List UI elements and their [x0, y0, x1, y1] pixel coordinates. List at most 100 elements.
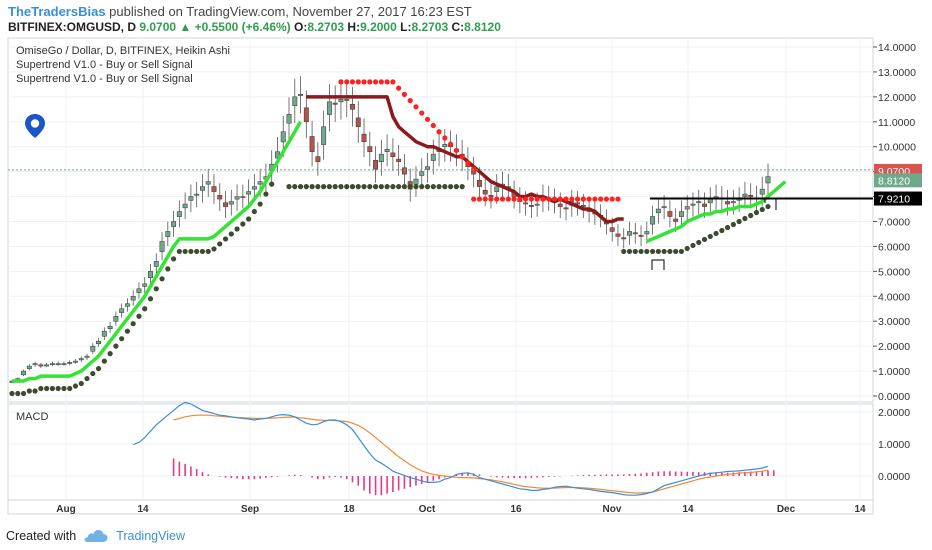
supertrend-dot [361, 184, 367, 190]
indicator-label-1[interactable]: Supertrend V1.0 - Buy or Sell Signal [16, 59, 193, 71]
supertrend-dot [72, 383, 79, 389]
supertrend-dot [471, 196, 477, 202]
candle-body [49, 363, 55, 366]
supertrend-dot [430, 184, 436, 190]
supertrend-dot [569, 196, 575, 202]
candle-body [650, 216, 656, 225]
price-tick-label: 3.0000 [878, 316, 910, 328]
candle-body [494, 186, 500, 192]
open-value: 8.2703 [307, 20, 345, 34]
candle-body [44, 364, 50, 367]
price-tick-label: 14.0000 [878, 42, 916, 54]
supertrend-dot [61, 385, 67, 392]
supertrend-dot [9, 390, 15, 397]
supertrend-dot [644, 248, 650, 255]
candle-body [176, 211, 182, 217]
candle-body [199, 186, 205, 191]
supertrend-dot [511, 196, 517, 202]
price-tick-label: 12.0000 [878, 92, 916, 104]
candle-body [442, 143, 448, 148]
candle-body [251, 186, 257, 190]
candle-body [419, 171, 425, 176]
supertrend-dot [165, 266, 171, 272]
time-tick-label: 14 [854, 504, 866, 515]
supertrend-dot [707, 233, 713, 240]
price-tick-label: 0.0000 [878, 391, 910, 403]
supertrend-dot [678, 248, 685, 255]
candle-body [338, 99, 344, 103]
supertrend-dot [286, 184, 292, 190]
macd-histogram [172, 458, 775, 496]
candle-body [580, 205, 586, 207]
supertrend-dot [55, 385, 61, 392]
supertrend-dot [246, 216, 252, 222]
supertrend-dot [598, 196, 604, 202]
supertrend-dot [355, 79, 361, 85]
indicator-label-2[interactable]: Supertrend V1.0 - Buy or Sell Signal [16, 73, 193, 85]
supertrend-dot [499, 196, 506, 202]
supertrend-dot [372, 79, 379, 85]
price-tick-label: 7.0000 [878, 217, 910, 229]
supertrend-dot [211, 246, 217, 252]
candle-body [482, 190, 488, 195]
supertrend-dot [159, 276, 165, 282]
candle-body [563, 207, 569, 210]
candle-body [90, 345, 96, 352]
supertrend-dot [95, 365, 102, 372]
supertrend-dot [609, 196, 615, 202]
candle-body [332, 102, 338, 105]
supertrend-dot [136, 313, 142, 319]
supertrend-dot [269, 181, 275, 187]
candle-body [171, 221, 177, 227]
candle-body [55, 363, 61, 366]
supertrend-dot [396, 184, 402, 190]
candle-body [344, 99, 350, 101]
supertrend-dot [257, 201, 263, 207]
candle-body [667, 211, 673, 217]
supertrend-dot [736, 218, 742, 225]
supertrend-dot [372, 184, 379, 190]
close-price-badge: 8.8120 [878, 175, 910, 187]
candle-body [644, 231, 650, 235]
high-value: 9.2000 [360, 20, 397, 34]
candle-body [153, 261, 159, 267]
supertrend-dot [580, 196, 586, 202]
supertrend-dot [344, 184, 350, 190]
candle-body [748, 195, 754, 197]
supertrend-dot [384, 184, 390, 190]
candle-body [321, 126, 327, 145]
supertrend-dot [621, 248, 627, 255]
supertrend-dot [453, 184, 459, 190]
map-pin-icon[interactable] [24, 113, 46, 144]
supertrend-dot [684, 245, 690, 252]
supertrend-dot [15, 390, 21, 397]
supertrend-dot [378, 184, 384, 190]
bracket-marker [651, 259, 665, 270]
supertrend-dot [205, 248, 211, 255]
tradingview-brand[interactable]: TradingView [116, 529, 185, 543]
macd-label: MACD [16, 411, 48, 423]
candle-body [557, 203, 563, 207]
supertrend-dot [748, 212, 754, 219]
candle-body [378, 153, 384, 163]
candle-body [309, 136, 315, 152]
candle-body [355, 117, 361, 128]
supertrend-dot [655, 248, 661, 255]
macd-tick-label: 2.0000 [878, 407, 910, 419]
candle-body [575, 202, 581, 205]
supertrend-dot [390, 184, 396, 190]
supertrend-dot [321, 184, 327, 190]
candle-body [61, 363, 67, 366]
candle-body [707, 198, 713, 204]
candle-body [188, 196, 194, 201]
candle-body [21, 370, 26, 376]
supertrend-dot [453, 147, 459, 154]
price-tick-label: 13.0000 [878, 67, 916, 79]
supertrend-dot [442, 184, 448, 190]
candle-body [615, 233, 621, 237]
time-tick-label: Sep [241, 504, 259, 515]
author-link[interactable]: TheTradersBias [8, 4, 106, 19]
candle-body [326, 101, 332, 115]
candle-body [523, 202, 529, 205]
